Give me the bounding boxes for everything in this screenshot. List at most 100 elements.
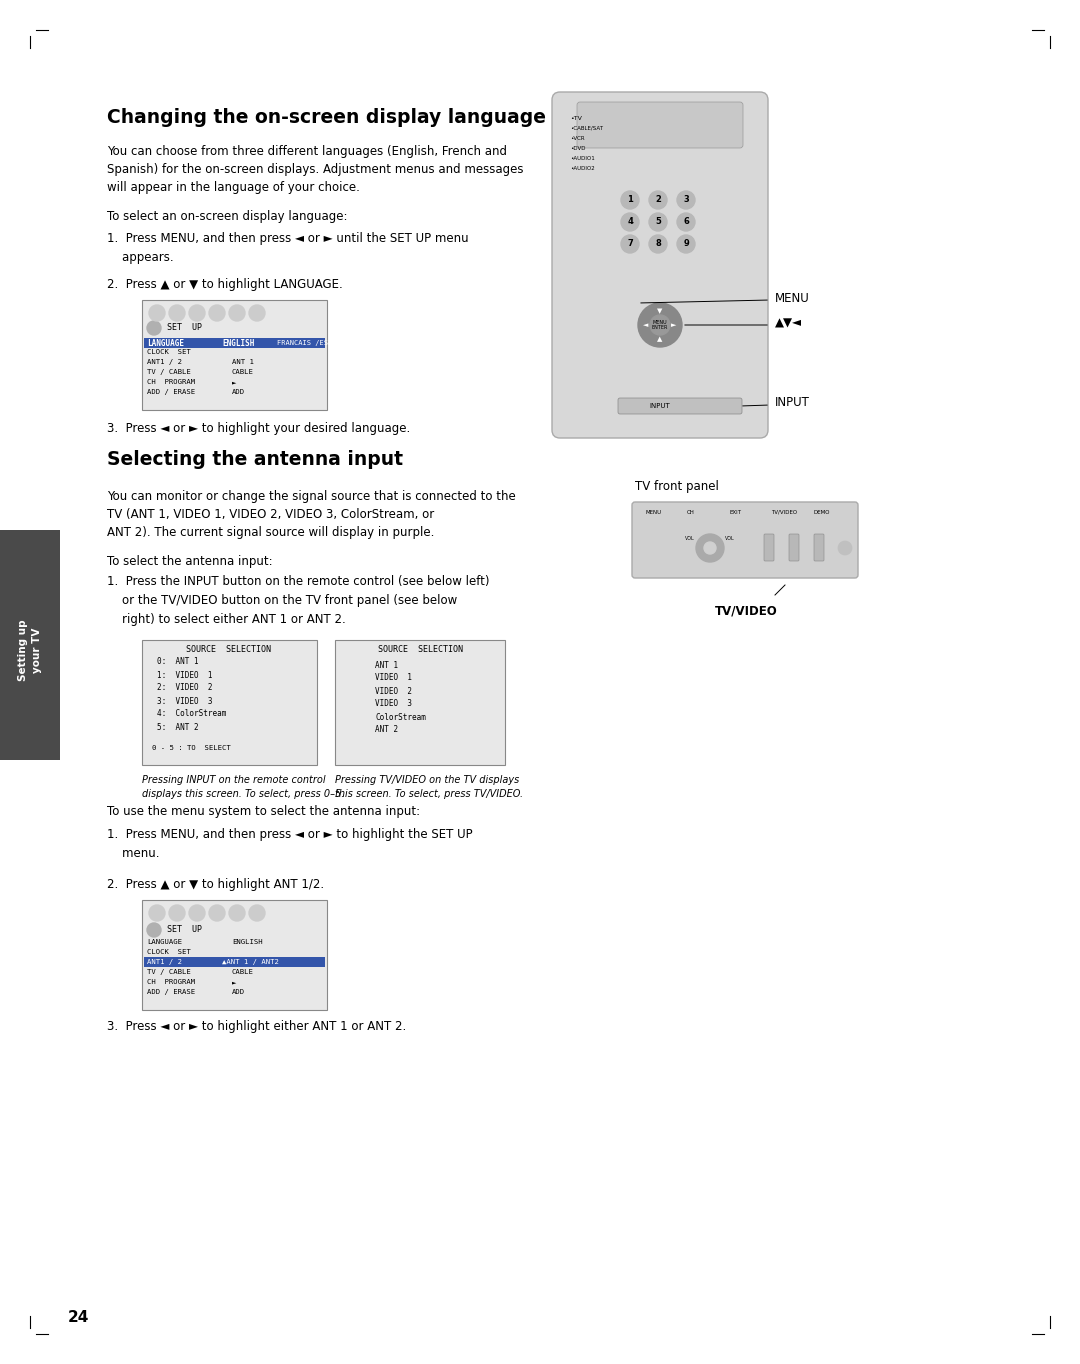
FancyBboxPatch shape xyxy=(144,338,325,348)
Text: CH  PROGRAM: CH PROGRAM xyxy=(147,379,195,385)
Text: 3.  Press ◄ or ► to highlight your desired language.: 3. Press ◄ or ► to highlight your desire… xyxy=(107,421,410,435)
Text: ►: ► xyxy=(672,322,677,327)
Text: SOURCE  SELECTION: SOURCE SELECTION xyxy=(187,645,271,655)
Text: CH: CH xyxy=(687,510,694,516)
Text: TV/VIDEO: TV/VIDEO xyxy=(715,606,778,618)
FancyBboxPatch shape xyxy=(618,398,742,415)
Text: 6: 6 xyxy=(683,217,689,226)
Circle shape xyxy=(677,235,696,252)
Text: 9: 9 xyxy=(684,240,689,248)
Text: To select an on-screen display language:: To select an on-screen display language: xyxy=(107,210,348,222)
Text: ►: ► xyxy=(232,379,237,385)
Circle shape xyxy=(677,213,696,231)
Text: 1.  Press MENU, and then press ◄ or ► until the SET UP menu
    appears.: 1. Press MENU, and then press ◄ or ► unt… xyxy=(107,232,469,265)
Text: •AUDIO1: •AUDIO1 xyxy=(570,155,595,161)
Text: EXIT: EXIT xyxy=(729,510,741,516)
Text: 1.  Press MENU, and then press ◄ or ► to highlight the SET UP
    menu.: 1. Press MENU, and then press ◄ or ► to … xyxy=(107,828,473,859)
Text: VIDEO  3: VIDEO 3 xyxy=(375,700,411,708)
Text: 2.  Press ▲ or ▼ to highlight LANGUAGE.: 2. Press ▲ or ▼ to highlight LANGUAGE. xyxy=(107,278,342,291)
FancyBboxPatch shape xyxy=(789,533,799,561)
Text: 2: 2 xyxy=(656,195,661,205)
Circle shape xyxy=(189,904,205,921)
Text: MENU: MENU xyxy=(645,510,661,516)
Text: INPUT: INPUT xyxy=(775,397,810,409)
Text: To select the antenna input:: To select the antenna input: xyxy=(107,555,272,567)
Circle shape xyxy=(696,533,724,562)
Text: To use the menu system to select the antenna input:: To use the menu system to select the ant… xyxy=(107,805,420,818)
Circle shape xyxy=(147,321,161,336)
FancyBboxPatch shape xyxy=(632,502,858,578)
Text: ◄: ◄ xyxy=(644,322,649,327)
FancyBboxPatch shape xyxy=(141,900,327,1009)
Text: DEMO: DEMO xyxy=(813,510,829,516)
Text: CABLE: CABLE xyxy=(232,968,254,975)
Text: 1.  Press the INPUT button on the remote control (see below left)
    or the TV/: 1. Press the INPUT button on the remote … xyxy=(107,576,489,626)
Text: ANT 1: ANT 1 xyxy=(232,359,254,366)
Text: TV / CABLE: TV / CABLE xyxy=(147,370,191,375)
FancyBboxPatch shape xyxy=(335,640,505,765)
Circle shape xyxy=(168,904,185,921)
Text: SET  UP: SET UP xyxy=(167,323,202,333)
Circle shape xyxy=(649,191,667,209)
Text: 24: 24 xyxy=(68,1309,90,1324)
Circle shape xyxy=(649,213,667,231)
Circle shape xyxy=(149,904,165,921)
Text: ENGLISH: ENGLISH xyxy=(222,338,255,348)
Circle shape xyxy=(168,306,185,321)
FancyBboxPatch shape xyxy=(141,640,318,765)
Text: •CABLE/SAT: •CABLE/SAT xyxy=(570,125,603,131)
FancyBboxPatch shape xyxy=(814,533,824,561)
Text: CABLE: CABLE xyxy=(232,370,254,375)
Text: 5: 5 xyxy=(656,217,661,226)
Circle shape xyxy=(621,235,639,252)
Text: ENGLISH: ENGLISH xyxy=(232,938,262,945)
Text: Changing the on-screen display language: Changing the on-screen display language xyxy=(107,108,546,127)
Text: ▲ANT 1 / ANT2: ▲ANT 1 / ANT2 xyxy=(222,959,279,964)
Text: You can monitor or change the signal source that is connected to the
TV (ANT 1, : You can monitor or change the signal sou… xyxy=(107,490,516,539)
Circle shape xyxy=(149,306,165,321)
Text: 2:  VIDEO  2: 2: VIDEO 2 xyxy=(157,683,213,693)
Circle shape xyxy=(229,904,245,921)
Circle shape xyxy=(249,904,265,921)
Text: 8: 8 xyxy=(656,240,661,248)
Text: ▲▼◄: ▲▼◄ xyxy=(775,316,802,330)
Text: VOL: VOL xyxy=(685,536,694,540)
Text: •DVD: •DVD xyxy=(570,146,585,150)
FancyBboxPatch shape xyxy=(577,102,743,149)
Text: •AUDIO2: •AUDIO2 xyxy=(570,165,595,170)
Text: ►: ► xyxy=(232,979,237,985)
Text: ▼: ▼ xyxy=(658,308,663,314)
Text: ColorStream: ColorStream xyxy=(375,712,426,722)
Text: SET  UP: SET UP xyxy=(167,926,202,934)
Text: VIDEO  2: VIDEO 2 xyxy=(375,686,411,696)
Circle shape xyxy=(229,306,245,321)
Text: LANGUAGE: LANGUAGE xyxy=(147,338,184,348)
Text: VOL: VOL xyxy=(725,536,734,540)
Text: Pressing TV/VIDEO on the TV displays
this screen. To select, press TV/VIDEO.: Pressing TV/VIDEO on the TV displays thi… xyxy=(335,775,523,799)
Text: 3.  Press ◄ or ► to highlight either ANT 1 or ANT 2.: 3. Press ◄ or ► to highlight either ANT … xyxy=(107,1020,406,1033)
Circle shape xyxy=(621,191,639,209)
Text: MENU: MENU xyxy=(775,292,810,304)
Text: 7: 7 xyxy=(627,240,633,248)
Circle shape xyxy=(838,542,852,555)
Text: CH  PROGRAM: CH PROGRAM xyxy=(147,979,195,985)
Text: ▲: ▲ xyxy=(658,336,663,342)
Text: ANT 1: ANT 1 xyxy=(375,660,399,670)
Text: You can choose from three different languages (English, French and
Spanish) for : You can choose from three different lang… xyxy=(107,145,524,194)
Text: CLOCK  SET: CLOCK SET xyxy=(147,349,191,355)
Circle shape xyxy=(649,235,667,252)
Text: 1:  VIDEO  1: 1: VIDEO 1 xyxy=(157,671,213,679)
Circle shape xyxy=(704,542,716,554)
Circle shape xyxy=(249,306,265,321)
Text: ADD: ADD xyxy=(232,389,245,396)
Text: FRANCAIS /ESPANOL: FRANCAIS /ESPANOL xyxy=(276,340,349,346)
Circle shape xyxy=(147,923,161,937)
Text: TV front panel: TV front panel xyxy=(635,480,719,492)
Text: Selecting the antenna input: Selecting the antenna input xyxy=(107,450,403,469)
Circle shape xyxy=(210,904,225,921)
Text: INPUT: INPUT xyxy=(650,402,671,409)
Circle shape xyxy=(210,306,225,321)
Text: ANT 2: ANT 2 xyxy=(375,726,399,734)
FancyBboxPatch shape xyxy=(0,531,60,760)
Text: 3: 3 xyxy=(684,195,689,205)
